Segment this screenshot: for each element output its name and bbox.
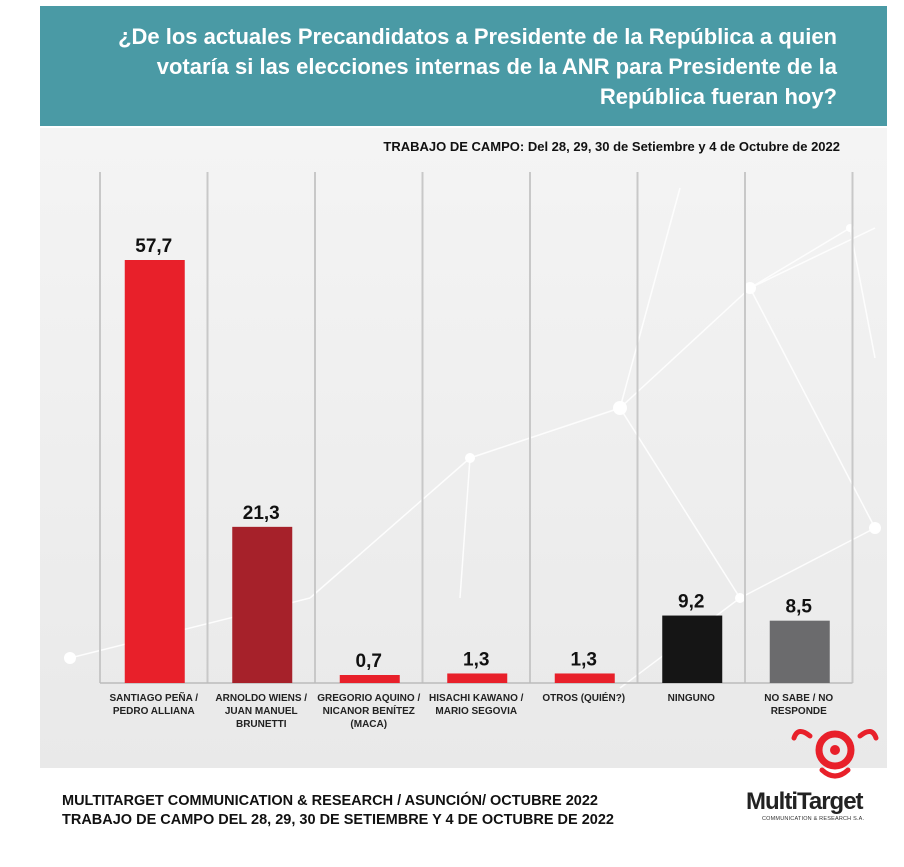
logo-subtitle: COMMUNICATION & RESEARCH S.A. xyxy=(762,816,865,822)
category-label-2: JUAN MANUEL xyxy=(225,706,298,717)
chart-title: ¿De los actuales Precandidatos a Preside… xyxy=(118,24,837,109)
category-label-7: NO SABE / NO xyxy=(764,693,833,704)
data-label-1: 57,7 xyxy=(135,236,172,257)
bar-5 xyxy=(554,673,615,683)
category-label-4: MARIO SEGOVIA xyxy=(435,706,517,717)
category-label-7: RESPONDE xyxy=(771,706,827,717)
multitarget-logo: MultiTarget COMMUNICATION & RESEARCH S.A… xyxy=(742,722,892,832)
bar-6 xyxy=(662,615,723,683)
category-label-2: ARNOLDO WIENS / xyxy=(215,693,307,704)
target-logo-icon xyxy=(791,729,879,779)
bar-1 xyxy=(124,260,185,683)
category-label-1: PEDRO ALLIANA xyxy=(113,706,195,717)
logo-wordmark: MultiTarget xyxy=(746,788,864,815)
category-label-3: GREGORIO AQUINO / xyxy=(317,693,420,704)
category-label-5: OTROS (QUIÉN?) xyxy=(542,691,625,704)
footer-line-2: TRABAJO DE CAMPO DEL 28, 29, 30 DE SETIE… xyxy=(62,812,614,828)
category-label-1: SANTIAGO PEÑA / xyxy=(109,691,198,704)
fieldwork-subtitle: TRABAJO DE CAMPO: Del 28, 29, 30 de Seti… xyxy=(383,139,840,154)
bar-4 xyxy=(447,673,508,683)
data-label-6: 9,2 xyxy=(678,592,704,613)
category-label-6: NINGUNO xyxy=(668,693,715,704)
category-label-2: BRUNETTI xyxy=(236,719,287,730)
title-banner: ¿De los actuales Precandidatos a Preside… xyxy=(40,6,887,126)
category-label-3: (MACA) xyxy=(350,719,387,730)
category-label-3: NICANOR BENÍTEZ xyxy=(323,704,415,717)
bar-7 xyxy=(769,620,830,683)
bar-3 xyxy=(339,675,400,683)
bar-2 xyxy=(232,526,293,683)
data-label-4: 1,3 xyxy=(463,649,489,670)
footer: MULTITARGET COMMUNICATION & RESEARCH / A… xyxy=(62,792,614,830)
data-label-2: 21,3 xyxy=(243,503,280,524)
data-label-7: 8,5 xyxy=(786,597,813,618)
category-label-4: HISACHI KAWANO / xyxy=(429,693,524,704)
footer-line-1: MULTITARGET COMMUNICATION & RESEARCH / A… xyxy=(62,793,598,809)
data-label-3: 0,7 xyxy=(356,651,382,672)
data-label-5: 1,3 xyxy=(571,649,597,670)
